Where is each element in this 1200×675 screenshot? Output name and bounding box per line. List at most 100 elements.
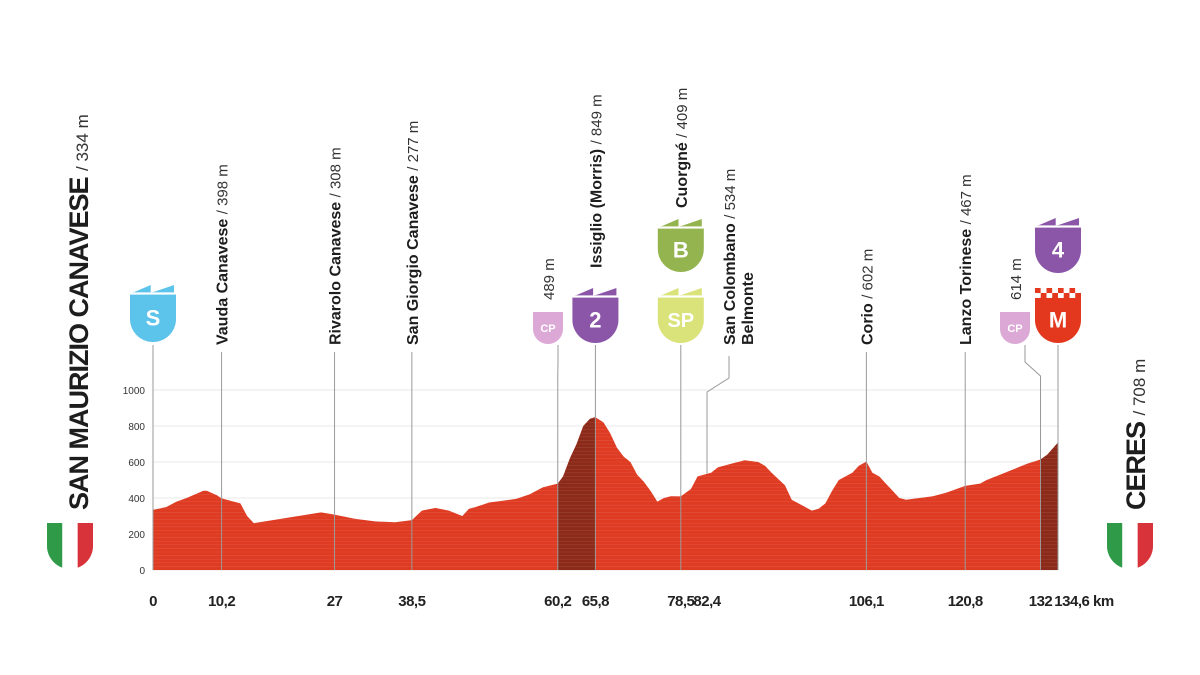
climb-section [557, 417, 596, 570]
waypoint-name: Cuorgné [674, 138, 691, 208]
checkered-cell [1058, 288, 1064, 293]
kom-badge-flag-line [1035, 225, 1081, 228]
checkered-cell [1063, 293, 1070, 298]
waypoint-name: Issiglio (Morris) [588, 144, 605, 268]
checkpoint-badge-shape [1000, 312, 1030, 344]
y-tick-label: 400 [128, 494, 145, 505]
finish-alt: / 708 m [1130, 359, 1149, 416]
checkered-cell [1035, 293, 1041, 298]
waypoint-alt: / 308 m [328, 147, 345, 197]
waypoint-label: Issiglio (Morris) / 849 m [588, 94, 605, 268]
checkered-cell [1075, 293, 1081, 298]
bonus-badge-flag-line [657, 226, 704, 229]
checkered-cell [1035, 288, 1041, 293]
x-tick-label: 65,8 [582, 593, 609, 610]
start-flag-icon [47, 523, 93, 569]
start-badge-label: S [146, 306, 161, 331]
flag-green [1107, 523, 1123, 569]
bonus-badge: B [657, 219, 704, 272]
checkered-cell [1052, 293, 1058, 298]
climb-section [1040, 442, 1058, 570]
x-tick-label: 82,4 [693, 593, 721, 610]
checkered-cell [1075, 288, 1081, 293]
bonus-badge-shape [657, 228, 704, 272]
finish-badge: M [1035, 288, 1081, 343]
waypoint-alt: / 467 m [958, 174, 975, 224]
waypoint-name: San Giorgio Canavese [405, 171, 422, 345]
x-tick-label: 134,6 km [1054, 593, 1114, 610]
checkered-cell [1046, 288, 1053, 293]
checkered-cell [1046, 293, 1053, 298]
waypoint-name-line2: Belmonte [740, 272, 757, 345]
kom-badge-flag [574, 288, 617, 296]
waypoint-label: Lanzo Torinese / 467 m [958, 174, 975, 345]
y-tick-label: 0 [139, 566, 145, 577]
flag-red [1137, 523, 1153, 569]
checkered-cell [1052, 288, 1058, 293]
sprint-badge: SP [657, 288, 704, 343]
waypoint-alt: / 534 m [722, 169, 739, 219]
profile-area [153, 393, 1058, 570]
start-badge-shape [130, 294, 176, 342]
waypoint-label: Corio / 602 m [859, 249, 876, 345]
waypoint-name: Corio [859, 299, 876, 345]
y-tick-label: 800 [128, 422, 145, 433]
waypoint-label: Vauda Canavese / 398 m [215, 164, 232, 345]
x-tick-label: 10,2 [208, 593, 235, 610]
kom-badge-label: 4 [1052, 238, 1065, 263]
start-finish: SAN MAURIZIO CANAVESE / 334 m CERES / 708… [47, 114, 1153, 569]
waypoint-name: Vauda Canavese [215, 214, 232, 345]
flag-green [47, 523, 63, 569]
y-tick-label: 600 [128, 458, 145, 469]
kom-badge-label: 2 [589, 308, 601, 333]
checkered-cell [1069, 288, 1076, 293]
waypoint-alt: / 398 m [215, 164, 232, 214]
badges: CP CP 2 4 B SP S M [130, 218, 1081, 344]
flag-red [77, 523, 93, 569]
finish-name-label: CERES / 708 m [1121, 359, 1151, 510]
finish-name: CERES [1121, 415, 1151, 510]
kom-badge-shape [572, 297, 619, 343]
waypoint-alt: / 277 m [405, 121, 422, 171]
start-badge-flag-line [130, 292, 176, 295]
finish-badge-shape [1035, 297, 1081, 343]
x-axis-ticks: 0 10,2 27 38,5 60,2 65,8 78,5 82,4 106,1 120,8 132… [149, 593, 1114, 610]
x-tick-label: 0 [149, 593, 157, 610]
checkered-cell [1069, 293, 1076, 298]
waypoint-label: San Colombano / 534 m [722, 169, 739, 345]
start-badge: S [130, 285, 176, 342]
bonus-badge-flag [659, 219, 702, 227]
x-tick-label: 38,5 [398, 593, 425, 610]
waypoint-label: San Giorgio Canavese / 277 m [405, 121, 422, 345]
checkpoint-badge-label: CP [1007, 323, 1022, 335]
waypoint-alt: / 409 m [674, 88, 691, 138]
waypoint-name: Rivarolo Canavese [328, 197, 345, 345]
waypoint-alt: / 602 m [859, 249, 876, 299]
waypoint-label: Cuorgné / 409 m [674, 88, 691, 208]
checkered-cell [1063, 288, 1070, 293]
waypoint-alt: / 849 m [588, 94, 605, 144]
finish-flag-icon [1107, 523, 1153, 569]
start-alt: / 334 m [73, 114, 92, 171]
waypoint-line [706, 356, 730, 474]
checkpoint-alt: 489 m [541, 258, 558, 300]
checkpoint-badge: CP [1000, 312, 1030, 344]
waypoint-labels: Vauda Canavese / 398 m Rivarolo Canavese … [215, 88, 1025, 345]
x-tick-label: 60,2 [544, 593, 571, 610]
checkered-cell [1040, 293, 1047, 298]
checkered-cell [1058, 293, 1064, 298]
checkered-cell [1040, 288, 1047, 293]
checkpoint-line [1024, 345, 1042, 570]
x-tick-label: 132 [1029, 593, 1053, 610]
x-tick-label: 78,5 [667, 593, 694, 610]
kom-badge: 2 [572, 288, 619, 343]
checkpoint-alt: 614 m [1008, 258, 1025, 300]
flag-white [1122, 523, 1138, 569]
elevation-profile [153, 417, 1058, 570]
x-tick-label: 120,8 [948, 593, 983, 610]
waypoint-label: Rivarolo Canavese / 308 m [328, 147, 345, 345]
sprint-badge-flag [659, 288, 702, 296]
start-name-label: SAN MAURIZIO CANAVESE / 334 m [64, 114, 94, 510]
start-name: SAN MAURIZIO CANAVESE [64, 171, 94, 510]
